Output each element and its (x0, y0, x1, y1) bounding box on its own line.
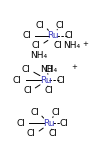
Text: Cl: Cl (30, 108, 39, 117)
Text: NH₄: NH₄ (30, 51, 47, 60)
Text: Cl: Cl (54, 41, 62, 50)
Text: Cl: Cl (22, 65, 30, 74)
Text: Ru: Ru (43, 119, 54, 128)
Text: Cl: Cl (51, 108, 60, 117)
Text: Cl: Cl (27, 129, 36, 138)
Text: Cl: Cl (44, 65, 53, 74)
Text: Cl: Cl (59, 119, 68, 128)
Text: Cl: Cl (65, 31, 73, 40)
Text: Cl: Cl (23, 86, 32, 95)
Text: Cl: Cl (55, 21, 64, 30)
Text: Ru: Ru (40, 76, 51, 85)
Text: Cl: Cl (32, 41, 41, 50)
Text: Cl: Cl (44, 86, 53, 95)
Text: +: + (82, 41, 88, 47)
Text: Cl: Cl (36, 21, 44, 30)
Text: Cl: Cl (57, 76, 66, 85)
Text: NH₄: NH₄ (40, 65, 57, 74)
Text: Cl: Cl (13, 76, 22, 85)
Text: +: + (71, 64, 77, 70)
Text: Cl: Cl (22, 31, 31, 40)
Text: Cl: Cl (16, 119, 25, 128)
Text: NH₄: NH₄ (64, 41, 81, 50)
Text: Cl: Cl (49, 129, 58, 138)
Text: Ru: Ru (47, 31, 59, 40)
